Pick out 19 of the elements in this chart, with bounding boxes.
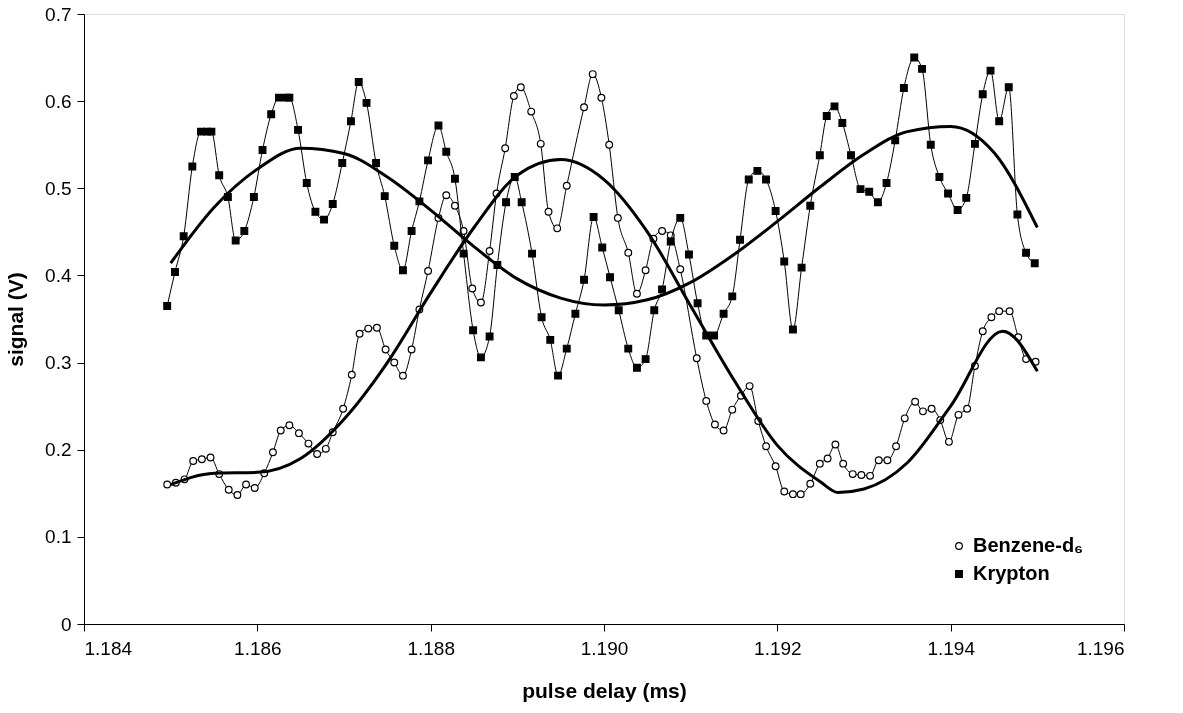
y-tick-label: 0.2	[45, 439, 72, 461]
y-tick-label: 0.1	[45, 526, 72, 548]
x-axis-title: pulse delay (ms)	[522, 678, 687, 702]
x-tick-label: 1.194	[927, 637, 976, 659]
x-tick-label: 1.190	[580, 637, 629, 659]
y-tick-label: 0.5	[45, 177, 72, 199]
x-tick-label: 1.186	[234, 637, 282, 659]
x-tick-label: 1.196	[1076, 637, 1125, 659]
y-tick-label: 0	[60, 613, 72, 635]
y-tick-label: 0.4	[45, 264, 72, 286]
x-tick-label: 1.192	[754, 637, 802, 659]
y-tick-label: 0.6	[45, 90, 72, 112]
legend-label: Benzene-d₆	[973, 534, 1084, 556]
legend-label: Krypton	[973, 562, 1050, 584]
y-axis-title: signal (V)	[4, 272, 28, 367]
y-tick-label: 0.3	[45, 352, 72, 374]
x-tick-label: 1.184	[84, 637, 133, 659]
y-tick-label: 0.7	[45, 3, 72, 25]
x-tick-label: 1.188	[407, 637, 455, 659]
